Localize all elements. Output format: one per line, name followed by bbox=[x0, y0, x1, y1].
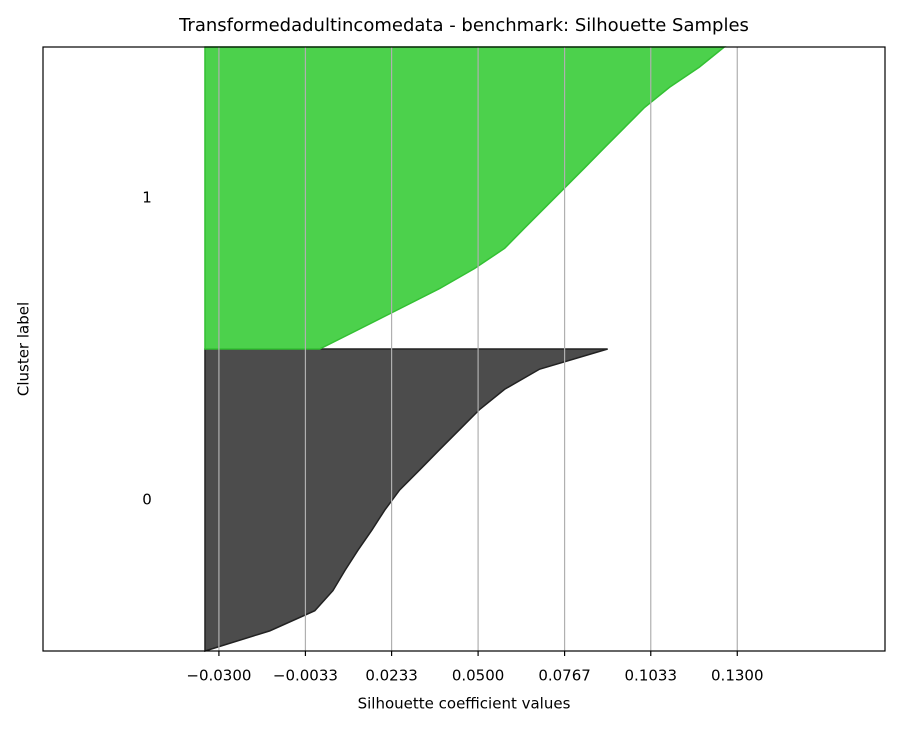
y-axis-label: Cluster label bbox=[15, 302, 33, 396]
x-axis-label: Silhouette coefficient values bbox=[358, 695, 571, 713]
plot-area bbox=[204, 46, 738, 653]
x-tick-label: −0.0300 bbox=[186, 667, 251, 685]
x-tick-label: 0.1033 bbox=[625, 667, 678, 685]
cluster-label: 0 bbox=[142, 491, 152, 509]
x-tick-label: 0.0233 bbox=[365, 667, 418, 685]
axes-frame bbox=[42, 46, 886, 652]
chart-title: Transformedadultincomedata - benchmark: … bbox=[178, 15, 749, 36]
cluster-label: 1 bbox=[142, 189, 152, 207]
x-tick-label: −0.0033 bbox=[273, 667, 338, 685]
x-tick-label: 0.1300 bbox=[711, 667, 764, 685]
x-tick-label: 0.0500 bbox=[452, 667, 505, 685]
x-tick-label: 0.0767 bbox=[538, 667, 591, 685]
